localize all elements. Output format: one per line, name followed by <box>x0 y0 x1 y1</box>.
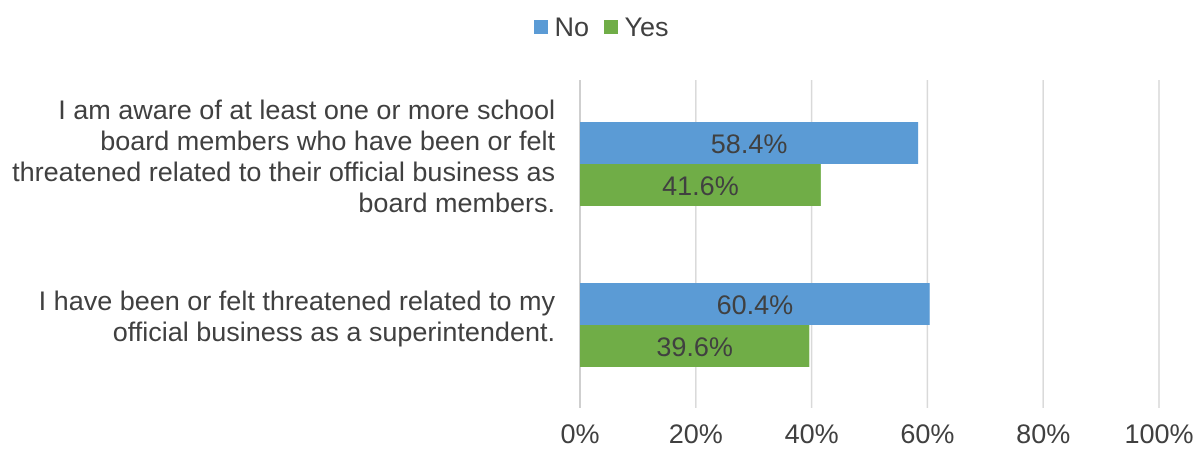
x-tick-label: 100% <box>1124 419 1193 449</box>
category-label-superintendent: I have been or felt threatened related t… <box>38 286 555 347</box>
bar-no <box>580 283 930 325</box>
x-tick-label: 20% <box>669 419 723 449</box>
legend-item-no: No <box>534 12 589 43</box>
bar-no <box>580 122 919 164</box>
data-label: 39.6% <box>656 332 733 362</box>
data-label: 60.4% <box>717 290 794 320</box>
legend-swatch-no <box>534 20 549 34</box>
legend-swatch-yes <box>604 20 619 34</box>
x-tick-label: 60% <box>900 419 954 449</box>
legend-label-yes: Yes <box>624 11 669 42</box>
x-tick-label: 80% <box>1016 419 1070 449</box>
x-tick-label: 0% <box>560 419 599 449</box>
data-label: 41.6% <box>662 171 739 201</box>
category-label-board-members: I am aware of at least one or more schoo… <box>12 95 555 218</box>
legend-label-no: No <box>554 11 589 42</box>
bars: 58.4% 41.6% 60.4% 39.6% <box>580 122 930 367</box>
legend-item-yes: Yes <box>604 11 669 43</box>
chart-legend: No Yes <box>0 10 1203 43</box>
x-tick-label: 40% <box>785 419 839 449</box>
bar-yes <box>580 164 821 206</box>
bar-yes <box>580 325 810 367</box>
data-label: 58.4% <box>711 129 788 159</box>
x-axis-ticks: 0% 20% 40% 60% 80% 100% <box>560 419 1193 449</box>
